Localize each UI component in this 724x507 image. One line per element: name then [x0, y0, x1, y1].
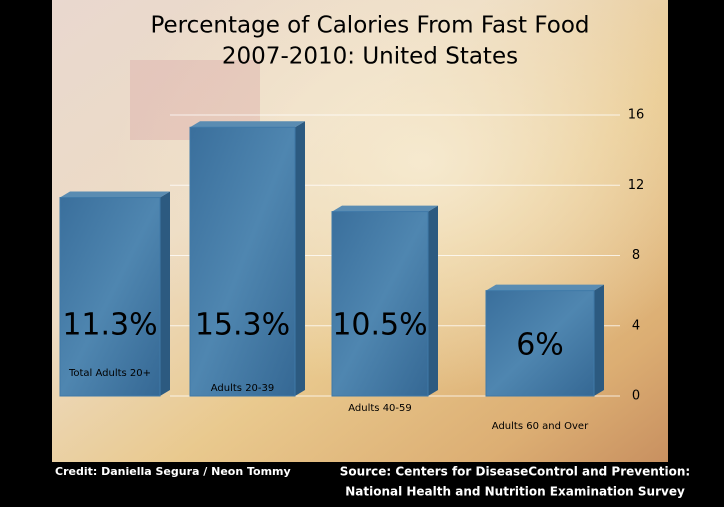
bar-top — [486, 284, 604, 291]
y-tick-label: 8 — [632, 248, 640, 263]
chart-title: Percentage of Calories From Fast Food — [150, 13, 589, 39]
bar-side — [428, 205, 438, 396]
source-line: National Health and Nutrition Examinatio… — [345, 485, 685, 499]
bar — [485, 290, 595, 397]
credit: Credit: Daniella Segura / Neon Tommy — [55, 465, 291, 478]
bar — [189, 126, 296, 397]
y-tick-label: 16 — [628, 108, 645, 123]
bar-side — [594, 284, 604, 396]
y-tick-label: 0 — [632, 389, 640, 404]
y-tick-label: 12 — [628, 178, 645, 193]
bar-top — [190, 121, 305, 128]
value-label: 15.3% — [195, 308, 290, 343]
source-line: Source: Centers for DiseaseControl and P… — [340, 465, 690, 479]
bar — [331, 211, 429, 397]
x-tick-label: Adults 40-59 — [348, 403, 412, 414]
value-label: 6% — [516, 328, 564, 363]
bar-top — [60, 191, 170, 198]
x-tick-label: Adults 20-39 — [211, 383, 275, 394]
bar — [59, 197, 161, 397]
bar-side — [295, 121, 305, 396]
bar-top — [332, 205, 438, 212]
chart-subtitle: 2007-2010: United States — [222, 44, 518, 70]
bar-side — [160, 191, 170, 396]
value-label: 11.3% — [62, 308, 157, 343]
value-label: 10.5% — [332, 308, 427, 343]
x-tick-label: Total Adults 20+ — [68, 368, 151, 379]
x-tick-label: Adults 60 and Over — [492, 421, 589, 432]
y-tick-label: 4 — [632, 318, 640, 333]
